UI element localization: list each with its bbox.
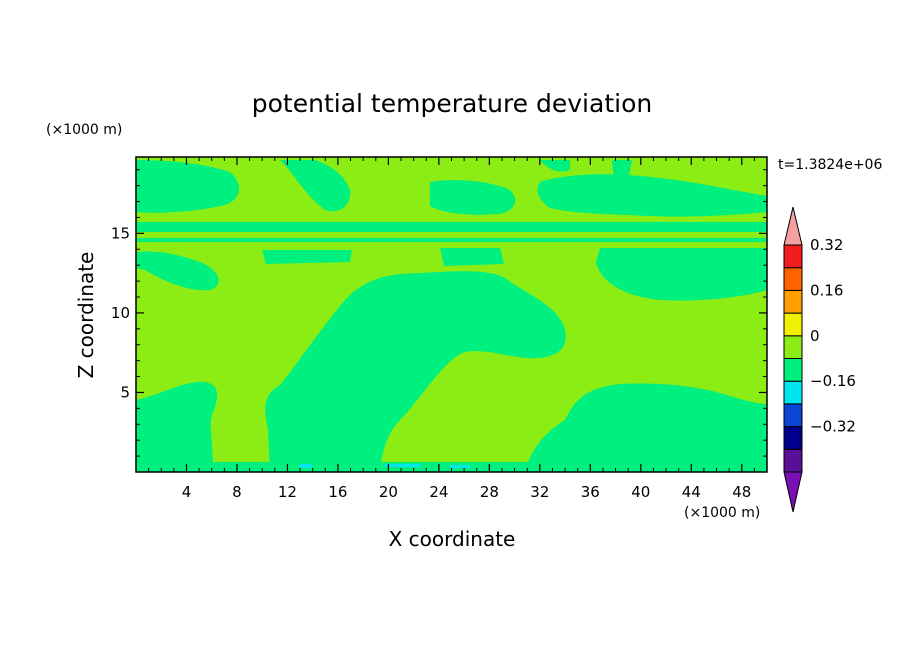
colorbar-segment xyxy=(783,335,803,359)
colorbar-segment xyxy=(783,448,803,473)
upper-cool-band xyxy=(136,222,767,232)
x-tick-label: 8 xyxy=(232,483,242,501)
x-tick-label: 48 xyxy=(732,483,751,501)
left-mid-cool-band xyxy=(136,251,219,291)
colorbar: 0.32 0.16 0 −0.16 −0.32 xyxy=(783,206,856,513)
x-axis-label: X coordinate xyxy=(389,527,516,551)
right-upper-cool-patch xyxy=(612,160,632,180)
x-tick-label: 16 xyxy=(328,483,347,501)
y-tick-label: 15 xyxy=(111,224,130,242)
right-cool-region xyxy=(525,383,767,472)
upper-left-cool-strips xyxy=(280,160,351,212)
x-ticks: 4 8 12 16 20 24 28 32 36 40 44 48 xyxy=(148,157,755,501)
y-unit-label: (×1000 m) xyxy=(46,122,122,138)
y-ticks: 5 10 15 xyxy=(111,169,767,457)
x-tick-label: 24 xyxy=(429,483,448,501)
top-right-cool-patch xyxy=(540,160,570,172)
x-unit-label: (×1000 m) xyxy=(684,505,760,521)
x-tick-label: 36 xyxy=(581,483,600,501)
colorbar-segment xyxy=(783,289,803,314)
y-tick-label: 5 xyxy=(120,383,130,401)
upper-right-cool-blob xyxy=(537,174,767,217)
upper-mid-cool-blob xyxy=(430,180,516,215)
x-tick-label: 44 xyxy=(682,483,701,501)
colorbar-label: 0.32 xyxy=(810,236,843,254)
colorbar-segment xyxy=(783,403,803,428)
colorbar-segment xyxy=(783,312,803,337)
right-mid-cool-region xyxy=(596,248,767,301)
x-tick-label: 20 xyxy=(379,483,398,501)
upper-left-cool-blob xyxy=(136,160,240,213)
x-tick-label: 4 xyxy=(182,483,192,501)
colorbar-label: −0.32 xyxy=(810,418,856,436)
center-left-cool-band xyxy=(262,250,352,264)
colorbar-segment xyxy=(783,267,803,291)
y-axis-label: Z coordinate xyxy=(74,252,98,379)
colorbar-segment xyxy=(783,426,803,450)
upper-cool-band-2 xyxy=(136,238,767,242)
colorbar-segment xyxy=(783,244,803,269)
y-tick-label: 10 xyxy=(111,304,130,322)
central-cool-region xyxy=(265,271,566,472)
center-cool-band xyxy=(440,248,504,266)
colorbar-label: 0 xyxy=(810,327,820,345)
x-tick-label: 40 xyxy=(631,483,650,501)
x-tick-label: 32 xyxy=(530,483,549,501)
colorbar-over-triangle xyxy=(783,206,803,246)
colorbar-segment xyxy=(783,380,803,405)
chart-title: potential temperature deviation xyxy=(252,89,652,118)
colorbar-label: 0.16 xyxy=(810,281,843,299)
colorbar-segment xyxy=(783,358,803,382)
plot-area xyxy=(136,157,767,472)
x-tick-label: 12 xyxy=(278,483,297,501)
colorbar-under-triangle xyxy=(783,471,803,513)
left-cool-region xyxy=(136,381,218,472)
bottom-fringe-cyan xyxy=(300,464,470,468)
colorbar-label: −0.16 xyxy=(810,372,856,390)
time-label: t=1.3824e+06 xyxy=(778,157,882,173)
x-tick-label: 28 xyxy=(480,483,499,501)
